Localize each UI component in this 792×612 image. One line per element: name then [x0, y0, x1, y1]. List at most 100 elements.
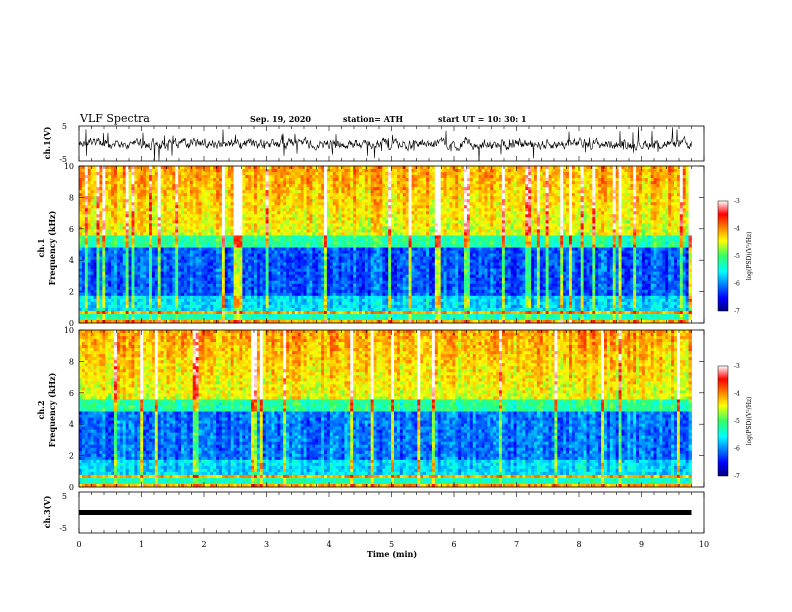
spectrogram-cell [291, 199, 296, 203]
spectrogram-cell [440, 226, 444, 230]
spectrogram-cell [245, 199, 249, 203]
spectrogram-cell [423, 220, 427, 224]
spectrogram-cell [93, 175, 97, 179]
spectrogram-cell [184, 175, 188, 179]
spectrogram-cell [452, 226, 456, 230]
spectrogram-cell [79, 190, 83, 194]
spectrogram-cell [122, 184, 127, 188]
spectrogram-cell [286, 181, 290, 185]
spectrogram-cell [116, 199, 121, 203]
spectrogram-cell [143, 223, 147, 227]
spectrogram-cell [496, 181, 500, 185]
spectrogram-cell [455, 202, 459, 206]
spectrogram-cell [420, 181, 424, 185]
spectrogram-cell [306, 214, 310, 218]
spectrogram-cell [685, 217, 689, 221]
spectrogram-cell [108, 187, 112, 191]
spectrogram-cell [169, 208, 173, 212]
spectrogram-cell [650, 214, 654, 218]
spectrogram-cell [99, 184, 103, 188]
spectrogram-cell [417, 178, 421, 182]
spectrogram-cell [598, 166, 602, 170]
spectrogram-cell [542, 229, 547, 233]
spectrogram-cell [309, 229, 313, 233]
spectrogram-cell [659, 184, 663, 188]
spectrogram-cell [96, 199, 100, 203]
spectrogram-cell [408, 202, 412, 206]
spectrogram-cell [408, 226, 412, 230]
spectrogram-cell [233, 202, 237, 206]
spectrogram-cell [478, 175, 482, 179]
spectrogram-cell [201, 205, 205, 209]
spectrogram-cell [87, 187, 92, 191]
spectrogram-cell [499, 187, 503, 191]
spectrogram-cell [592, 175, 596, 179]
spectrogram-cell [172, 217, 176, 221]
spectrogram-cell [449, 193, 453, 197]
spectrogram-cell [204, 235, 208, 239]
spectrogram-cell [169, 181, 173, 185]
spectrogram-cell [653, 178, 657, 182]
spectrogram-cell [496, 187, 500, 191]
spectrogram-cell [566, 232, 570, 236]
spectrogram-cell [289, 202, 293, 206]
spectrogram-cell [169, 172, 173, 176]
spectrogram-cell [172, 166, 176, 170]
spectrogram-cell [309, 220, 313, 224]
spectrogram-cell [507, 175, 512, 179]
spectrogram-cell [321, 217, 325, 221]
spectrogram-cell [458, 178, 462, 182]
spectrogram-cell [639, 211, 643, 215]
spectrogram-cell [481, 172, 485, 176]
spectrogram-cell [259, 211, 264, 215]
spectrogram-cell [81, 193, 86, 197]
spectrogram-cell [195, 175, 199, 179]
spectrogram-cell [268, 229, 272, 233]
spectrogram-cell [563, 208, 567, 212]
spectrogram-cell [563, 211, 567, 215]
spectrogram-cell [379, 178, 383, 182]
spectrogram-cell [251, 202, 255, 206]
spectrogram-cell [688, 202, 692, 206]
spectrogram-cell [636, 166, 640, 170]
spectrogram-cell [219, 226, 223, 230]
spectrogram-cell [417, 205, 421, 209]
spectrogram-cell [402, 166, 407, 170]
spectrogram-cell [569, 181, 573, 185]
spectrogram-cell [551, 217, 555, 221]
spectrogram-cell [329, 187, 334, 191]
spectrogram-cell [198, 187, 202, 191]
spectrogram-cell [291, 220, 296, 224]
spectrogram-cell [528, 229, 532, 233]
spectrogram-cell [557, 199, 561, 203]
spectrogram-cell [350, 169, 354, 173]
spectrogram-cell [604, 220, 608, 224]
spectrogram-cell [405, 211, 409, 215]
spectrogram-cell [534, 172, 538, 176]
spectrogram-cell [388, 214, 392, 218]
spectrogram-cell [297, 217, 302, 221]
spectrogram-cell [496, 175, 500, 179]
spectrogram-cell [644, 187, 649, 191]
spectrogram-cell [644, 175, 649, 179]
spectrogram-cell [563, 172, 567, 176]
spectrogram-cell [219, 166, 223, 170]
spectrogram-cell [431, 220, 436, 224]
spectrogram-cell [236, 229, 240, 233]
spectrogram-cell [239, 205, 243, 209]
spectrogram-cell [300, 187, 304, 191]
spectrogram-cell [604, 214, 608, 218]
spectrogram-cell [609, 205, 614, 209]
spectrogram-cell [650, 202, 654, 206]
spectrogram-cell [542, 178, 547, 182]
spectrogram-cell [516, 166, 520, 170]
spectrogram-cell [367, 208, 372, 212]
spectrogram-cell [335, 187, 339, 191]
spectrogram-cell [96, 184, 100, 188]
spectrogram-cell [169, 169, 173, 173]
spectrogram-cell [408, 193, 412, 197]
station-label: station= ATH [343, 114, 403, 124]
spectrogram-cell [461, 178, 465, 182]
spectrogram-cell [688, 178, 692, 182]
spectrogram-cell [452, 229, 456, 233]
